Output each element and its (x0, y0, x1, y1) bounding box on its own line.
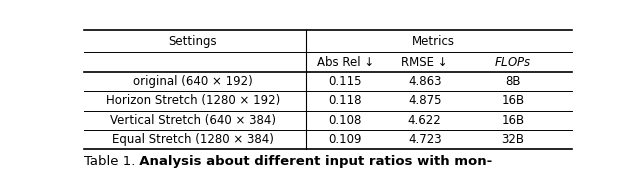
Text: 4.863: 4.863 (408, 75, 442, 88)
Text: 32B: 32B (501, 133, 524, 146)
Text: 0.108: 0.108 (329, 114, 362, 127)
Text: 0.115: 0.115 (328, 75, 362, 88)
Text: 16B: 16B (501, 94, 524, 107)
Text: Table 1.: Table 1. (84, 155, 135, 168)
Text: 16B: 16B (501, 114, 524, 127)
Text: 4.723: 4.723 (408, 133, 442, 146)
Text: 8B: 8B (505, 75, 520, 88)
Text: Horizon Stretch (1280 × 192): Horizon Stretch (1280 × 192) (106, 94, 280, 107)
Text: Settings: Settings (168, 35, 217, 48)
Text: Vertical Stretch (640 × 384): Vertical Stretch (640 × 384) (110, 114, 276, 127)
Text: 4.875: 4.875 (408, 94, 442, 107)
Text: Metrics: Metrics (412, 35, 455, 48)
Text: Equal Stretch (1280 × 384): Equal Stretch (1280 × 384) (112, 133, 274, 146)
Text: 0.118: 0.118 (328, 94, 362, 107)
Text: Abs Rel ↓: Abs Rel ↓ (317, 56, 374, 69)
Text: 4.622: 4.622 (408, 114, 442, 127)
Text: $FLOPs$: $FLOPs$ (494, 56, 531, 69)
Text: 0.109: 0.109 (328, 133, 362, 146)
Text: Analysis about different input ratios with mon-: Analysis about different input ratios wi… (129, 155, 492, 168)
Text: RMSE ↓: RMSE ↓ (401, 56, 448, 69)
Text: original (640 × 192): original (640 × 192) (133, 75, 253, 88)
